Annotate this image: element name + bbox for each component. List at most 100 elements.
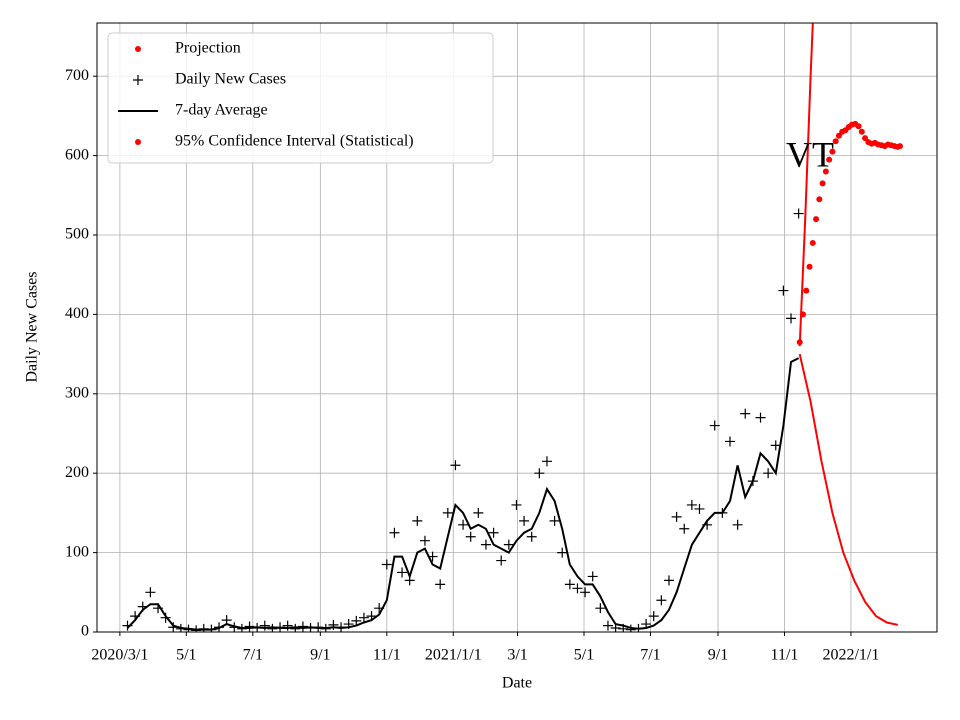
case-marker xyxy=(786,313,797,324)
x-tick-label: 7/1 xyxy=(243,647,263,664)
case-marker xyxy=(549,515,560,526)
x-tick-label: 7/1 xyxy=(640,647,660,664)
case-marker xyxy=(160,612,171,623)
y-tick-label: 100 xyxy=(65,543,89,560)
x-axis-label: Date xyxy=(502,675,532,692)
case-marker xyxy=(755,412,766,423)
case-marker xyxy=(511,499,522,510)
plot-area xyxy=(122,23,903,632)
case-marker xyxy=(488,527,499,538)
case-marker xyxy=(679,523,690,534)
case-marker xyxy=(557,547,568,558)
case-marker xyxy=(313,622,324,632)
projection-point xyxy=(803,287,810,294)
case-marker xyxy=(244,621,255,632)
y-tick-label: 600 xyxy=(65,146,89,163)
axes-frame xyxy=(96,22,938,633)
annotation: VT xyxy=(786,134,834,174)
case-marker xyxy=(351,615,362,626)
legend-label: Projection xyxy=(175,40,241,57)
case-marker xyxy=(534,468,545,479)
case-marker xyxy=(198,623,209,632)
case-marker xyxy=(450,460,461,471)
y-axis-label: Daily New Cases xyxy=(24,271,41,382)
case-marker xyxy=(458,519,469,530)
case-marker xyxy=(595,603,606,614)
case-marker xyxy=(305,623,316,632)
case-marker xyxy=(587,571,598,582)
case-marker xyxy=(580,587,591,598)
case-marker xyxy=(175,623,186,632)
case-marker xyxy=(602,620,613,631)
case-marker xyxy=(336,622,347,632)
case-marker xyxy=(633,623,644,632)
x-tick-label: 5/1 xyxy=(176,647,196,664)
projection-point xyxy=(813,216,820,223)
case-marker xyxy=(122,620,133,631)
case-marker xyxy=(740,408,751,419)
case-marker xyxy=(709,420,720,431)
case-marker xyxy=(358,612,369,623)
y-tick-label: 300 xyxy=(65,384,89,401)
case-marker xyxy=(419,535,430,546)
average-line xyxy=(126,357,800,631)
legend-label: 7-day Average xyxy=(175,102,268,119)
legend-label: 95% Confidence Interval (Statistical) xyxy=(175,133,414,150)
case-marker xyxy=(282,620,293,631)
legend-box xyxy=(107,32,494,164)
y-tick-label: 0 xyxy=(81,623,89,640)
projection-point xyxy=(816,196,823,203)
case-marker xyxy=(183,624,194,632)
x-tick-label: 5/1 xyxy=(574,647,594,664)
case-marker xyxy=(290,623,301,632)
projection-point xyxy=(809,239,816,246)
case-marker xyxy=(572,583,583,594)
case-marker xyxy=(442,507,453,518)
case-marker xyxy=(397,567,408,578)
case-marker xyxy=(427,551,438,562)
legend-label: Daily New Cases xyxy=(175,71,286,88)
case-marker xyxy=(206,624,217,632)
case-marker xyxy=(328,619,339,630)
x-tick-label: 2020/3/1 xyxy=(91,647,148,664)
legend-marker xyxy=(135,139,141,145)
y-tick-label: 200 xyxy=(65,464,89,481)
case-marker xyxy=(412,515,423,526)
case-marker xyxy=(519,515,530,526)
case-marker xyxy=(130,611,141,622)
case-marker xyxy=(191,625,202,632)
legend-marker xyxy=(133,75,143,85)
case-marker xyxy=(641,619,652,630)
case-marker xyxy=(435,579,446,590)
legend-marker xyxy=(135,46,141,52)
case-marker xyxy=(221,615,232,626)
case-marker xyxy=(564,579,575,590)
case-marker xyxy=(747,476,758,487)
projection-point xyxy=(835,132,842,139)
case-marker xyxy=(137,601,148,612)
case-marker xyxy=(503,539,514,550)
case-marker xyxy=(389,527,400,538)
case-marker xyxy=(526,531,537,542)
x-tick-label: 3/1 xyxy=(507,647,527,664)
projection-point xyxy=(832,138,839,145)
case-marker xyxy=(297,621,308,632)
case-marker xyxy=(702,519,713,530)
projection-point xyxy=(796,339,803,346)
case-marker xyxy=(625,624,636,632)
case-marker xyxy=(770,440,781,451)
case-marker xyxy=(778,285,789,296)
y-tick-label: 400 xyxy=(65,305,89,322)
case-marker xyxy=(374,603,385,614)
case-marker xyxy=(656,595,667,606)
y-tick-label: 500 xyxy=(65,226,89,243)
projection-point xyxy=(822,168,829,175)
case-marker xyxy=(663,575,674,586)
projection-point xyxy=(896,143,903,150)
x-tick-label: 11/1 xyxy=(771,647,799,664)
case-marker xyxy=(724,436,735,447)
projection-point xyxy=(826,156,833,163)
case-marker xyxy=(496,555,507,566)
case-marker xyxy=(404,575,415,586)
